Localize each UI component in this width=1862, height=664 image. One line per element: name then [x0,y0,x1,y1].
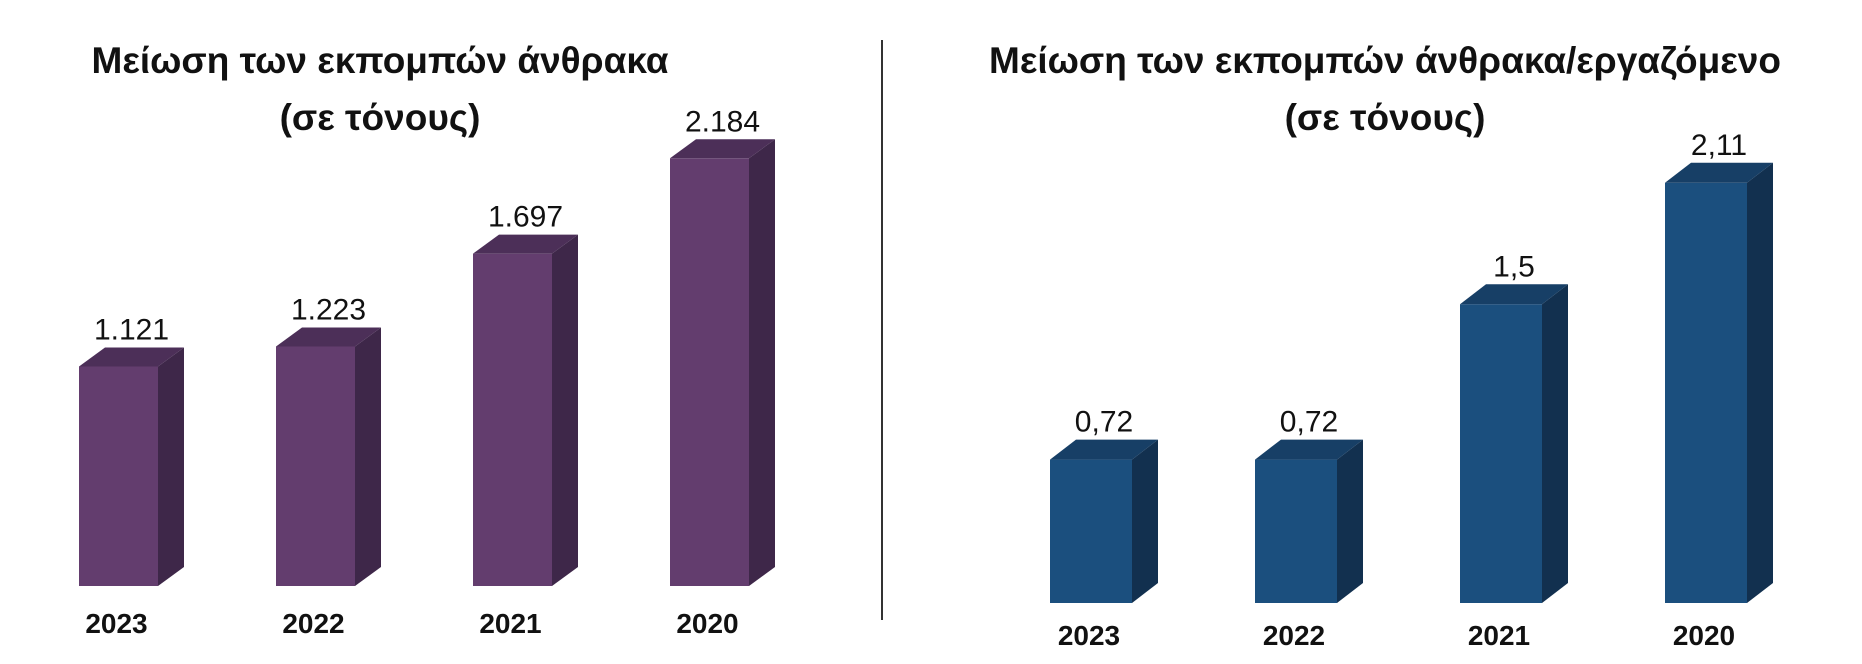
bar-side [355,327,381,586]
value-label: 1.223 [291,293,366,326]
bar-top [670,139,775,159]
category-label: 2020 [1673,620,1735,651]
carbon-per-employee-chart: Μείωση των εκπομπών άνθρακα/εργαζόμενο (… [885,0,1862,664]
bar-front [1050,459,1132,603]
panel-divider [881,40,883,620]
chart-title-line-1: Μείωση των εκπομπών άνθρακα [91,40,669,81]
category-label: 2022 [1263,620,1325,651]
carbon-reduction-plot: 1.121 2023 1.223 2022 1.697 2021 2.184 2020 [79,105,775,639]
category-label: 2023 [1058,620,1120,651]
bar-side [158,347,184,586]
bar-side [1132,439,1158,603]
bar-2021 [473,234,578,586]
bar-side [1337,439,1363,603]
bar-top [1255,439,1363,460]
bar-2020 [670,139,775,587]
chart-title: Μείωση των εκπομπών άνθρακα (σε τόνους) [30,32,730,146]
chart-title-line-2: (σε τόνους) [279,97,481,138]
bar-front [79,366,158,586]
bar-top [276,327,381,347]
bar-top [1665,162,1773,183]
chart-title-line-1: Μείωση των εκπομπών άνθρακα/εργαζόμενο [989,40,1781,81]
bar-front [276,346,355,586]
bar-front [1255,459,1337,603]
chart-title-line-2: (σε τόνους) [1284,97,1486,138]
bar-side [552,234,578,586]
bar-side [1542,284,1568,603]
category-label: 2020 [676,608,738,639]
bar-top [1460,284,1568,305]
value-label: 1,5 [1493,250,1535,283]
bar-front [670,158,749,587]
bar-front [473,253,552,586]
category-label: 2022 [282,608,344,639]
bar-2023 [1050,439,1158,603]
bar-side [1747,162,1773,603]
bar-top [79,347,184,367]
bar-front [1665,182,1747,603]
bar-top [1050,439,1158,460]
category-label: 2021 [479,608,541,639]
category-label: 2023 [85,608,147,639]
value-label: 0,72 [1075,406,1133,439]
bar-2020 [1665,162,1773,603]
carbon-reduction-chart: Μείωση των εκπομπών άνθρακα (σε τόνους) … [0,0,880,664]
bar-2022 [1255,439,1363,603]
bar-top [473,234,578,254]
bar-2023 [79,347,184,586]
bar-2022 [276,327,381,586]
bar-front [1460,304,1542,603]
bar-side [749,139,775,587]
value-label: 1.697 [488,201,563,234]
value-label: 2.184 [685,105,760,138]
chart-title: Μείωση των εκπομπών άνθρακα/εργαζόμενο (… [885,32,1862,146]
category-label: 2021 [1468,620,1530,651]
value-label: 0,72 [1280,406,1338,439]
bar-2021 [1460,284,1568,603]
carbon-per-employee-plot: 0,72 2023 0,72 2022 1,5 2021 2,11 2020 [1050,129,1773,651]
value-label: 2,11 [1691,129,1747,162]
value-label: 1.121 [94,313,169,346]
